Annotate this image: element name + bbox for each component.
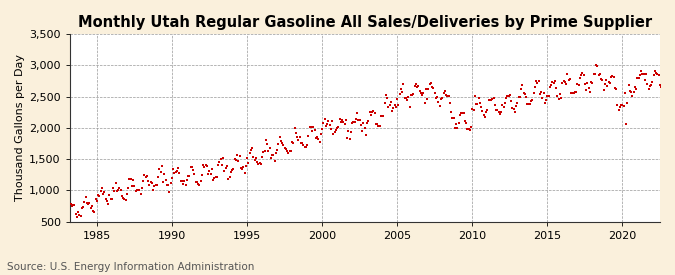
- Text: Source: U.S. Energy Information Administration: Source: U.S. Energy Information Administ…: [7, 262, 254, 272]
- Title: Monthly Utah Regular Gasoline All Sales/Deliveries by Prime Supplier: Monthly Utah Regular Gasoline All Sales/…: [78, 15, 652, 30]
- Y-axis label: Thousand Gallons per Day: Thousand Gallons per Day: [15, 54, 25, 201]
